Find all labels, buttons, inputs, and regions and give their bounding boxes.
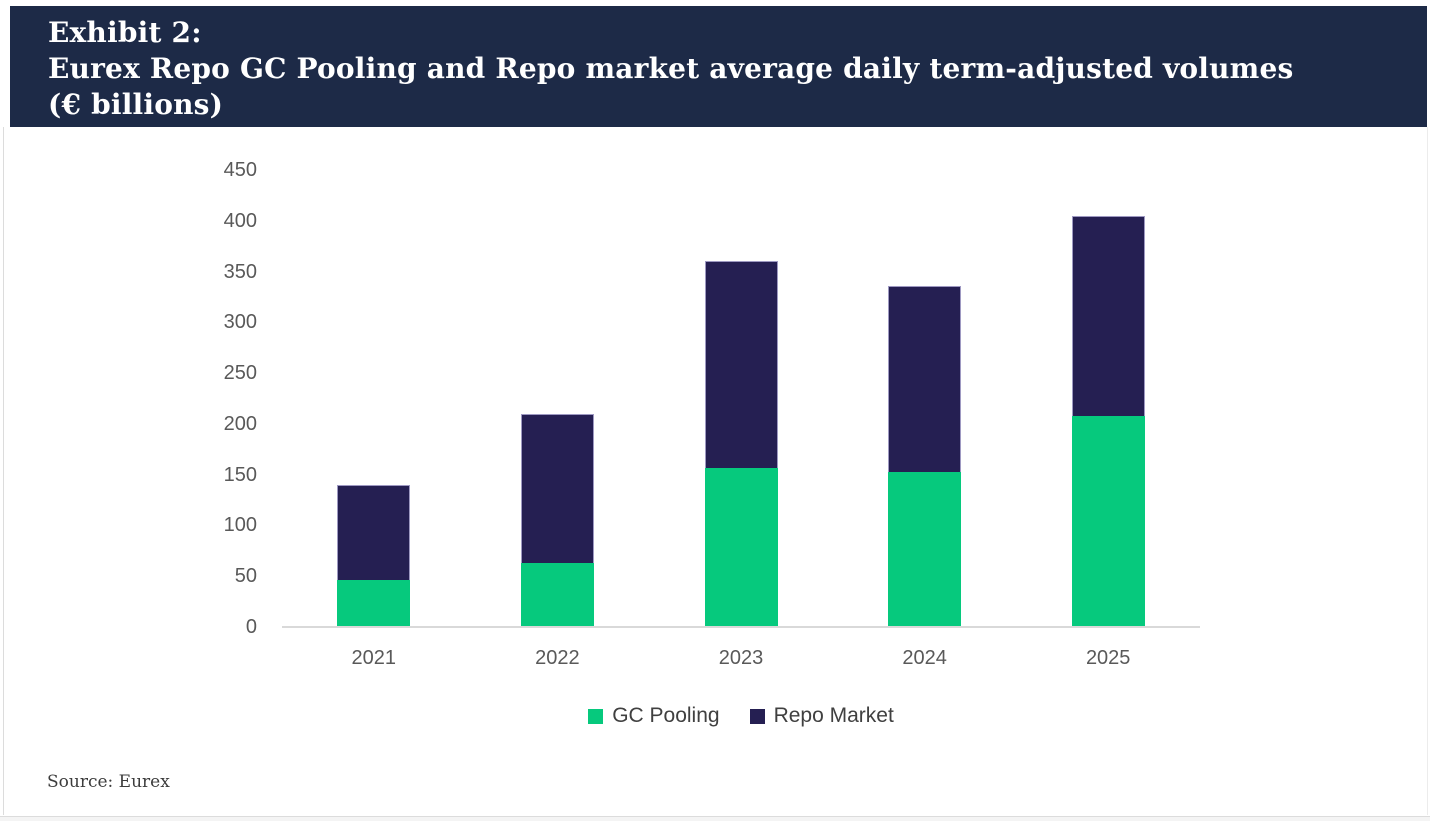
bar-segment-gc-pooling-2022 bbox=[520, 563, 594, 627]
x-tick-label-2021: 2021 bbox=[351, 647, 397, 669]
source-note: Source: Eurex bbox=[47, 772, 170, 792]
page-bottom-edge bbox=[0, 816, 1430, 821]
legend-item-repo-market: Repo Market bbox=[749, 704, 894, 728]
plot-area bbox=[282, 170, 1200, 628]
bar-segment-gc-pooling-2023 bbox=[704, 467, 778, 627]
legend-item-gc-pooling: GC Pooling bbox=[588, 704, 720, 728]
y-tick-label-100: 100 bbox=[223, 514, 257, 537]
bar-segment-gc-pooling-2021 bbox=[337, 580, 411, 627]
exhibit-header: Exhibit 2: Eurex Repo GC Pooling and Rep… bbox=[10, 6, 1427, 127]
bar-group-2025 bbox=[1071, 215, 1145, 627]
y-tick-label-400: 400 bbox=[223, 209, 257, 232]
bar-segment-repo-market-2021 bbox=[337, 484, 411, 581]
bar-segment-gc-pooling-2025 bbox=[1071, 415, 1145, 627]
page-left-border bbox=[3, 127, 4, 815]
bar-segment-repo-market-2025 bbox=[1071, 215, 1145, 416]
x-tick-label-2024: 2024 bbox=[902, 647, 947, 669]
y-tick-label-200: 200 bbox=[223, 412, 257, 435]
y-tick-label-450: 450 bbox=[223, 159, 257, 181]
page-right-border bbox=[1427, 127, 1428, 815]
x-tick-label-2022: 2022 bbox=[535, 647, 580, 669]
legend-label-gc-pooling: GC Pooling bbox=[612, 704, 720, 727]
chart-units: (€ billions) bbox=[48, 88, 224, 121]
x-tick-label-2023: 2023 bbox=[718, 647, 764, 669]
y-tick-label-150: 150 bbox=[223, 463, 257, 486]
y-tick-label-50: 50 bbox=[234, 565, 257, 588]
y-axis: 450 400 350 300 250 200 150 100 50 0 bbox=[185, 159, 257, 638]
x-axis-line bbox=[282, 626, 1200, 628]
legend-swatch-icon-gc-pooling bbox=[588, 708, 604, 724]
bar-segment-repo-market-2022 bbox=[520, 413, 594, 564]
y-tick-label-300: 300 bbox=[223, 311, 257, 334]
x-tick-label-2025: 2025 bbox=[1085, 647, 1131, 669]
y-tick-label-0: 0 bbox=[245, 616, 257, 638]
bar-segment-repo-market-2024 bbox=[888, 285, 962, 472]
bar-group-2021 bbox=[337, 484, 411, 627]
exhibit-number: Exhibit 2: bbox=[48, 16, 202, 49]
bar-segment-gc-pooling-2024 bbox=[888, 471, 962, 627]
chart-legend: GC Pooling Repo Market bbox=[282, 704, 1200, 728]
x-axis-labels: 2021 2022 2023 2024 2025 bbox=[282, 645, 1200, 671]
chart-title: Eurex Repo GC Pooling and Repo market av… bbox=[48, 52, 1294, 85]
bar-segment-repo-market-2023 bbox=[704, 261, 778, 468]
bar-group-2022 bbox=[520, 413, 594, 627]
legend-label-repo-market: Repo Market bbox=[773, 704, 894, 727]
y-tick-label-350: 350 bbox=[223, 260, 257, 283]
bar-group-2024 bbox=[888, 285, 962, 627]
bar-group-2023 bbox=[704, 261, 778, 627]
legend-swatch-icon-repo-market bbox=[749, 708, 765, 724]
y-tick-label-250: 250 bbox=[223, 362, 257, 385]
